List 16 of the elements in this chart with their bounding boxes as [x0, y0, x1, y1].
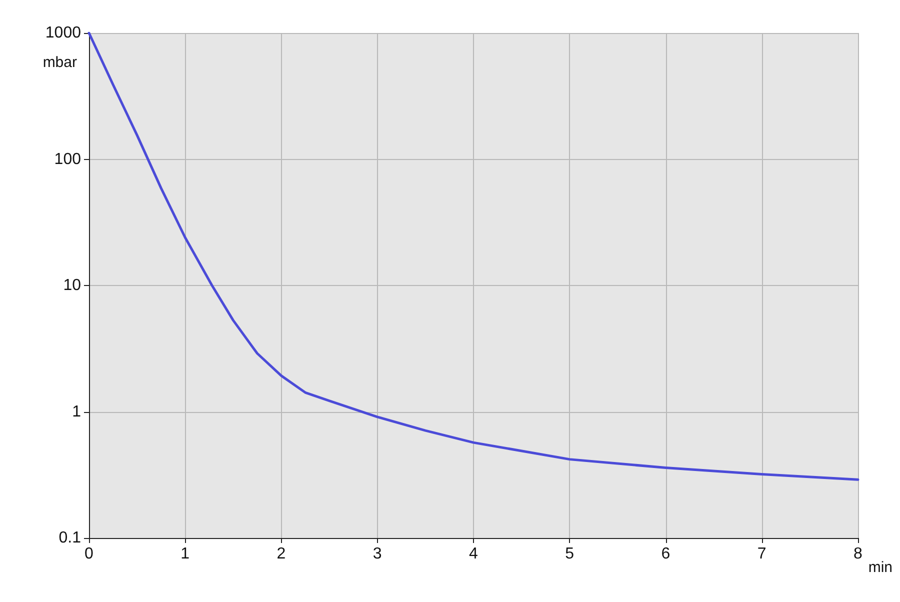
x-axis-title: min — [868, 559, 893, 576]
y-tick-label: 1000 — [45, 24, 82, 42]
x-tick-label: 3 — [372, 546, 382, 562]
x-tick-label: 5 — [565, 546, 574, 562]
x-tick-label: 6 — [661, 546, 670, 562]
y-tick-label: 100 — [54, 150, 82, 168]
x-tick-label: 7 — [757, 546, 766, 562]
y-tick-label: 1 — [72, 403, 82, 420]
x-tick-label: 2 — [276, 546, 286, 562]
y-axis-title: mbar — [42, 54, 77, 71]
x-tick-label: 0 — [84, 546, 94, 562]
x-tick-label: 4 — [469, 546, 478, 562]
y-tick-label: 10 — [63, 277, 82, 294]
y-tick-label: 0.1 — [58, 530, 82, 546]
x-tick-label: 8 — [854, 546, 863, 562]
x-tick-label: 1 — [180, 546, 190, 562]
